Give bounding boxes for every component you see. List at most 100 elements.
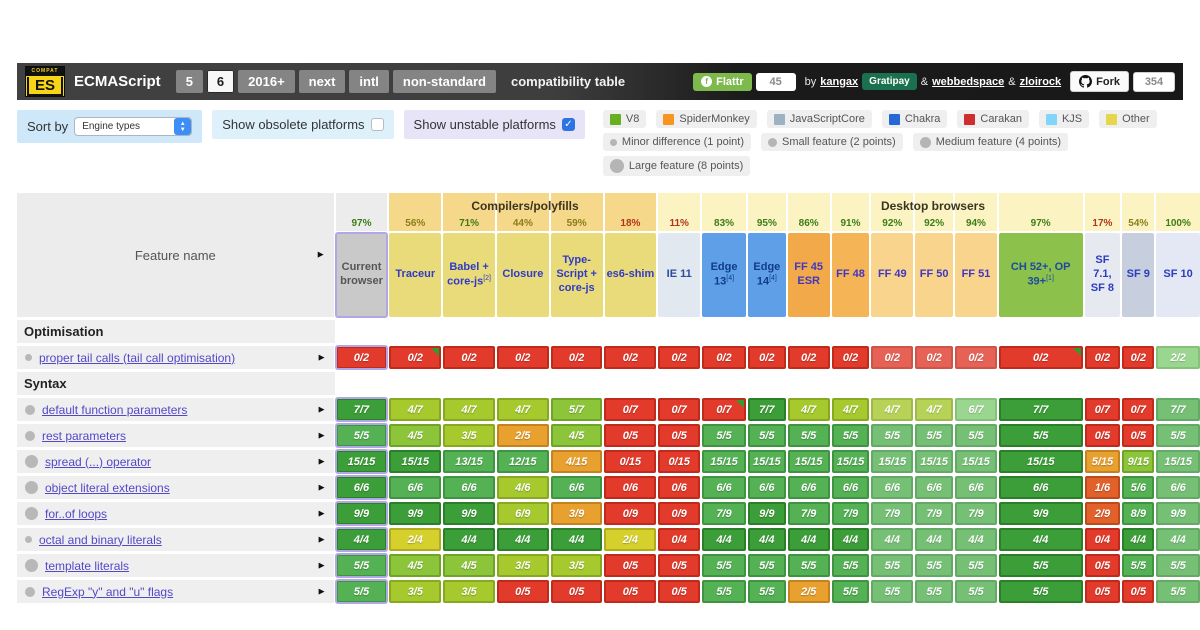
feature-link[interactable]: RegExp "y" and "u" flags bbox=[42, 584, 174, 599]
result-cell[interactable]: 7/9 bbox=[831, 502, 870, 525]
result-cell[interactable]: 3/5 bbox=[496, 554, 549, 577]
show-unstable-checkbox[interactable]: ✓ bbox=[561, 118, 575, 131]
result-cell[interactable]: 4/4 bbox=[787, 528, 830, 551]
expand-arrow-icon[interactable]: ► bbox=[316, 430, 327, 441]
result-cell[interactable]: 6/9 bbox=[496, 502, 549, 525]
result-cell[interactable]: 6/6 bbox=[443, 476, 495, 499]
result-cell[interactable]: 7/7 bbox=[998, 398, 1083, 421]
result-cell[interactable]: 6/6 bbox=[747, 476, 786, 499]
tab-5[interactable]: 5 bbox=[175, 70, 203, 93]
result-cell[interactable]: 0/2 bbox=[604, 346, 657, 369]
result-cell[interactable]: 0/2 bbox=[702, 346, 746, 369]
result-cell[interactable]: 5/5 bbox=[1156, 580, 1200, 603]
result-cell[interactable]: 9/9 bbox=[998, 502, 1083, 525]
result-cell[interactable]: 15/15 bbox=[831, 450, 870, 473]
result-cell[interactable]: 5/5 bbox=[998, 554, 1083, 577]
result-cell[interactable]: 0/2 bbox=[658, 346, 701, 369]
column-header-ff51[interactable]: FF 51 bbox=[955, 233, 997, 317]
result-cell[interactable]: 0/6 bbox=[604, 476, 657, 499]
result-cell[interactable]: 15/15 bbox=[702, 450, 746, 473]
result-cell[interactable]: 1/6 bbox=[1084, 476, 1121, 499]
result-cell[interactable]: 15/15 bbox=[955, 450, 997, 473]
result-cell[interactable]: 4/7 bbox=[787, 398, 830, 421]
result-cell[interactable]: 5/5 bbox=[747, 580, 786, 603]
result-cell[interactable]: 9/9 bbox=[443, 502, 495, 525]
result-cell[interactable]: 5/5 bbox=[747, 424, 786, 447]
result-cell[interactable]: 4/4 bbox=[747, 528, 786, 551]
column-header-ff45[interactable]: FF 45 ESR bbox=[787, 233, 830, 317]
result-cell[interactable]: 0/2 bbox=[787, 346, 830, 369]
result-cell[interactable]: 3/5 bbox=[389, 580, 442, 603]
expand-arrow-icon[interactable]: ► bbox=[316, 586, 327, 597]
result-cell[interactable]: 5/5 bbox=[702, 554, 746, 577]
result-cell[interactable]: 4/4 bbox=[702, 528, 746, 551]
result-cell[interactable]: 6/6 bbox=[998, 476, 1083, 499]
result-cell[interactable]: 4/4 bbox=[1156, 528, 1200, 551]
result-cell[interactable]: 5/5 bbox=[831, 554, 870, 577]
result-cell[interactable]: 5/5 bbox=[1156, 424, 1200, 447]
result-cell[interactable]: 15/15 bbox=[389, 450, 442, 473]
result-cell[interactable]: 15/15 bbox=[871, 450, 914, 473]
result-cell[interactable]: 13/15 bbox=[443, 450, 495, 473]
feature-link[interactable]: octal and binary literals bbox=[39, 532, 162, 547]
result-cell[interactable]: 9/15 bbox=[1122, 450, 1155, 473]
result-cell[interactable]: 9/9 bbox=[747, 502, 786, 525]
result-cell[interactable]: 0/9 bbox=[604, 502, 657, 525]
result-cell[interactable]: 5/5 bbox=[871, 424, 914, 447]
result-cell[interactable]: 0/2 bbox=[496, 346, 549, 369]
column-header-sf7[interactable]: SF 7.1, SF 8 bbox=[1084, 233, 1121, 317]
result-cell[interactable]: 6/6 bbox=[831, 476, 870, 499]
result-cell[interactable]: 5/5 bbox=[787, 554, 830, 577]
result-cell[interactable]: 0/5 bbox=[658, 580, 701, 603]
result-cell[interactable]: 5/7 bbox=[550, 398, 603, 421]
result-cell[interactable]: 4/4 bbox=[955, 528, 997, 551]
column-header-es6shim[interactable]: es6-shim bbox=[604, 233, 657, 317]
result-cell[interactable]: 0/2 bbox=[871, 346, 914, 369]
result-cell[interactable]: 6/6 bbox=[334, 475, 389, 500]
result-cell[interactable]: 5/5 bbox=[955, 424, 997, 447]
result-cell[interactable]: 0/2 bbox=[915, 346, 954, 369]
feature-link[interactable]: object literal extensions bbox=[45, 480, 170, 495]
result-cell[interactable]: 5/5 bbox=[915, 424, 954, 447]
result-cell[interactable]: 15/15 bbox=[1156, 450, 1200, 473]
feature-link[interactable]: for..of loops bbox=[45, 506, 108, 521]
result-cell[interactable]: 5/5 bbox=[334, 579, 389, 604]
feature-link[interactable]: proper tail calls (tail call optimisatio… bbox=[39, 350, 236, 365]
result-cell[interactable]: 5/5 bbox=[334, 423, 389, 448]
result-cell[interactable]: 0/5 bbox=[1122, 580, 1155, 603]
result-cell[interactable]: 6/6 bbox=[787, 476, 830, 499]
result-cell[interactable]: 15/15 bbox=[915, 450, 954, 473]
result-cell[interactable]: 0/7 bbox=[604, 398, 657, 421]
expand-arrow-icon[interactable]: ► bbox=[316, 534, 327, 545]
result-cell[interactable]: 0/5 bbox=[658, 554, 701, 577]
result-cell[interactable]: 5/5 bbox=[702, 424, 746, 447]
result-cell[interactable]: 4/7 bbox=[831, 398, 870, 421]
result-cell[interactable]: 4/4 bbox=[334, 527, 389, 552]
column-header-traceur[interactable]: Traceur bbox=[389, 233, 442, 317]
column-header-sf9[interactable]: SF 9 bbox=[1122, 233, 1155, 317]
column-header-ff49[interactable]: FF 49 bbox=[871, 233, 914, 317]
result-cell[interactable]: 0/7 bbox=[658, 398, 701, 421]
result-cell[interactable]: 6/6 bbox=[1156, 476, 1200, 499]
result-cell[interactable]: 4/5 bbox=[550, 424, 603, 447]
result-cell[interactable]: 4/5 bbox=[389, 424, 442, 447]
result-cell[interactable]: 15/15 bbox=[787, 450, 830, 473]
result-cell[interactable]: 7/7 bbox=[334, 397, 389, 422]
result-cell[interactable]: 9/9 bbox=[1156, 502, 1200, 525]
result-cell[interactable]: 0/15 bbox=[604, 450, 657, 473]
result-cell[interactable]: 3/9 bbox=[550, 502, 603, 525]
result-cell[interactable]: 0/2 bbox=[334, 345, 389, 370]
flattr-button[interactable]: f Flattr bbox=[693, 72, 752, 91]
result-cell[interactable]: 4/15 bbox=[550, 450, 603, 473]
result-cell[interactable]: 2/2 bbox=[1156, 346, 1200, 369]
result-cell[interactable]: 0/2 bbox=[955, 346, 997, 369]
result-cell[interactable]: 2/4 bbox=[604, 528, 657, 551]
result-cell[interactable]: 5/5 bbox=[831, 424, 870, 447]
result-cell[interactable]: 5/5 bbox=[1122, 554, 1155, 577]
result-cell[interactable]: 4/5 bbox=[443, 554, 495, 577]
result-cell[interactable]: 7/7 bbox=[1156, 398, 1200, 421]
result-cell[interactable]: 7/9 bbox=[787, 502, 830, 525]
result-cell[interactable]: 5/15 bbox=[1084, 450, 1121, 473]
result-cell[interactable]: 6/6 bbox=[550, 476, 603, 499]
result-cell[interactable]: 0/5 bbox=[496, 580, 549, 603]
